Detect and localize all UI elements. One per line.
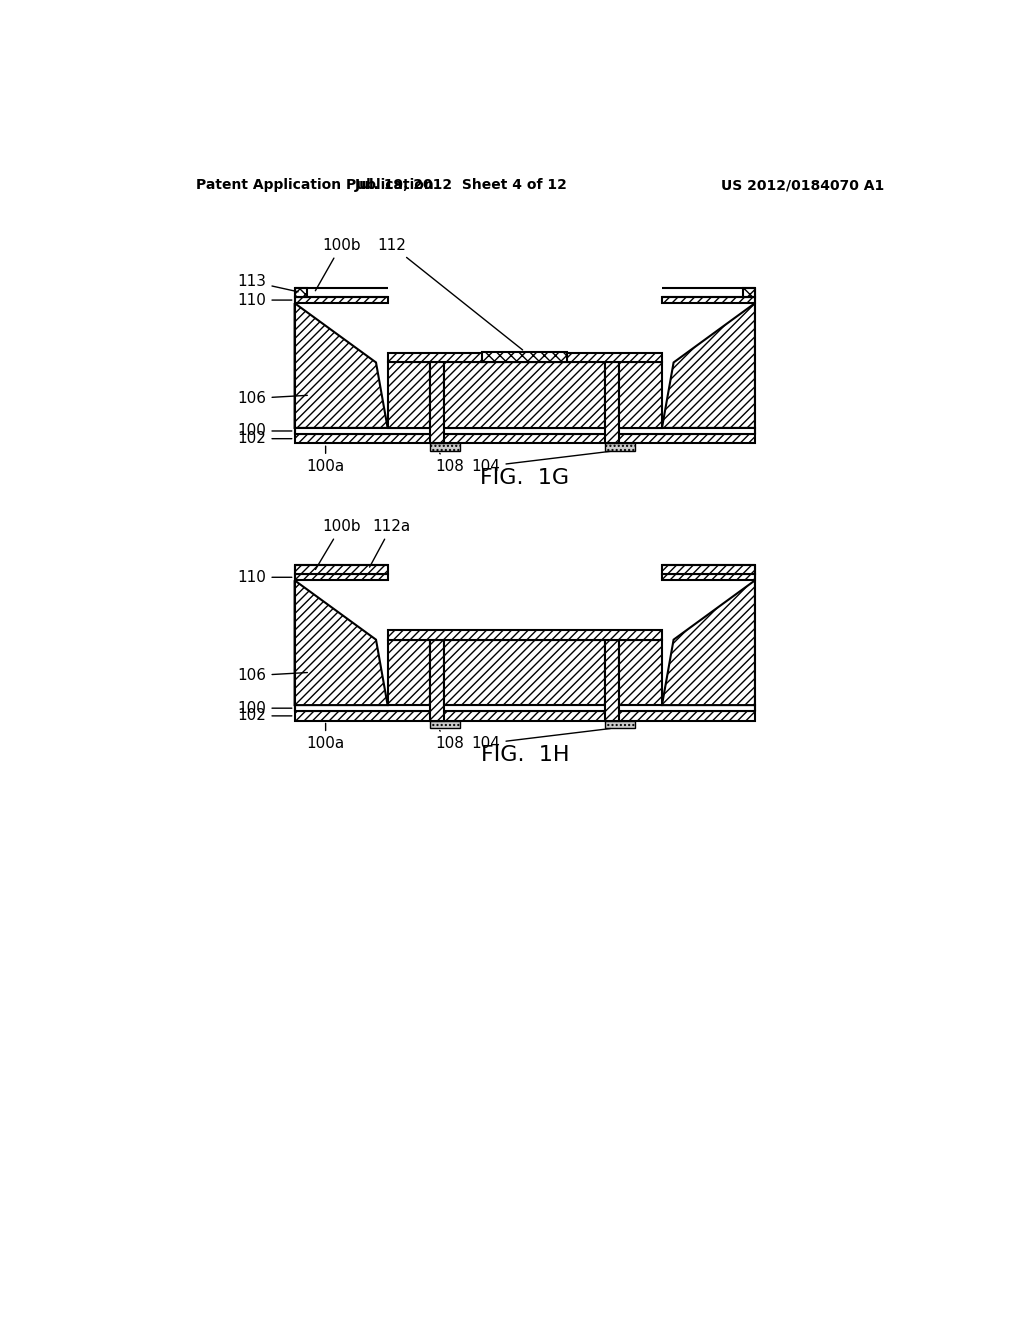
Text: 100a: 100a (306, 446, 345, 474)
Bar (605, 721, 635, 729)
Bar (662, 565, 755, 574)
Polygon shape (295, 304, 388, 428)
Bar (662, 574, 755, 581)
Text: FIG.  1H: FIG. 1H (480, 746, 569, 766)
Text: 104: 104 (472, 729, 610, 751)
Text: 100b: 100b (315, 519, 360, 569)
Text: 106: 106 (238, 668, 307, 684)
Bar (388, 640, 430, 705)
Text: 113: 113 (238, 275, 298, 292)
Text: 102: 102 (238, 709, 292, 723)
Text: 112a: 112a (370, 519, 411, 568)
Bar (605, 640, 620, 721)
Text: 110: 110 (238, 293, 292, 308)
Bar (430, 363, 444, 444)
Text: 106: 106 (238, 391, 307, 407)
Bar (295, 434, 755, 444)
Bar (620, 640, 662, 705)
Polygon shape (662, 304, 755, 428)
Text: Jul. 19, 2012  Sheet 4 of 12: Jul. 19, 2012 Sheet 4 of 12 (354, 178, 567, 193)
Text: 100: 100 (238, 701, 292, 715)
Text: FIG.  1G: FIG. 1G (480, 469, 569, 488)
Bar (295, 428, 755, 434)
Bar (444, 640, 605, 705)
Bar (295, 565, 388, 574)
Text: US 2012/0184070 A1: US 2012/0184070 A1 (721, 178, 884, 193)
Text: 108: 108 (435, 453, 464, 474)
Text: 108: 108 (435, 730, 464, 751)
Bar (605, 444, 635, 451)
Bar (388, 631, 662, 640)
Text: 110: 110 (238, 570, 292, 585)
Bar (295, 705, 755, 711)
Polygon shape (295, 581, 388, 705)
Polygon shape (662, 581, 755, 705)
Bar (662, 297, 755, 304)
Bar (620, 363, 662, 428)
Bar (482, 351, 567, 363)
Bar (430, 444, 460, 451)
Bar (430, 721, 460, 729)
Text: 112: 112 (377, 238, 522, 350)
Bar (742, 288, 755, 297)
Bar (605, 363, 620, 444)
Text: 102: 102 (238, 432, 292, 446)
Text: 104: 104 (472, 451, 610, 474)
Text: 100a: 100a (306, 723, 345, 751)
Text: 100: 100 (238, 424, 292, 438)
Bar (295, 574, 388, 581)
Bar (444, 363, 605, 428)
Text: Patent Application Publication: Patent Application Publication (197, 178, 434, 193)
Bar (295, 711, 755, 721)
Bar (388, 354, 662, 363)
Bar (430, 640, 444, 721)
Bar (295, 288, 307, 297)
Text: 100b: 100b (315, 238, 360, 290)
Bar (295, 297, 388, 304)
Bar (388, 363, 430, 428)
